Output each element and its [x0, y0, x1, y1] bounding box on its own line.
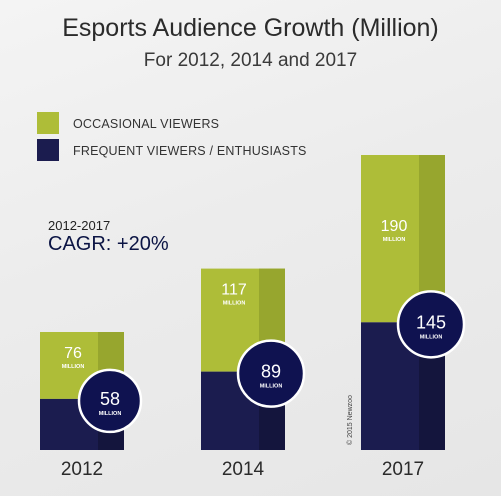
- frequent-unit-2017: MILLION: [420, 334, 443, 340]
- frequent-unit-2012: MILLION: [99, 411, 122, 417]
- category-label-2012: 2012: [61, 459, 103, 480]
- category-label-2014: 2014: [222, 459, 265, 480]
- cagr-value: CAGR: +20%: [48, 233, 169, 255]
- watermark-text: © 2015 Newzoo: [346, 395, 354, 445]
- legend-label-frequent: FREQUENT VIEWERS / ENTHUSIASTS: [73, 144, 307, 158]
- chart-title: Esports Audience Growth (Million): [62, 14, 439, 42]
- frequent-value-2012: 58: [100, 389, 120, 409]
- category-label-2017: 2017: [382, 459, 424, 480]
- legend-swatch-occasional: [37, 112, 59, 134]
- frequent-value-2017: 145: [416, 312, 446, 332]
- legend-label-occasional: OCCASIONAL VIEWERS: [73, 117, 220, 131]
- occasional-value-2012: 76: [64, 345, 82, 362]
- occasional-value-2014: 117: [221, 282, 247, 299]
- frequent-unit-2014: MILLION: [260, 384, 283, 390]
- cagr-period: 2012-2017: [48, 218, 111, 233]
- frequent-value-2014: 89: [261, 362, 281, 382]
- occasional-value-2017: 190: [381, 218, 408, 235]
- frequent-circle-2012: [77, 368, 143, 434]
- legend-swatch-frequent: [37, 139, 59, 161]
- chart-subtitle: For 2012, 2014 and 2017: [143, 50, 358, 71]
- frequent-circle-2017: [396, 290, 466, 359]
- frequent-circle-2014: [236, 339, 306, 408]
- occasional-unit-2012: MILLION: [62, 364, 85, 370]
- occasional-unit-2017: MILLION: [383, 237, 406, 243]
- occasional-unit-2014: MILLION: [223, 301, 246, 307]
